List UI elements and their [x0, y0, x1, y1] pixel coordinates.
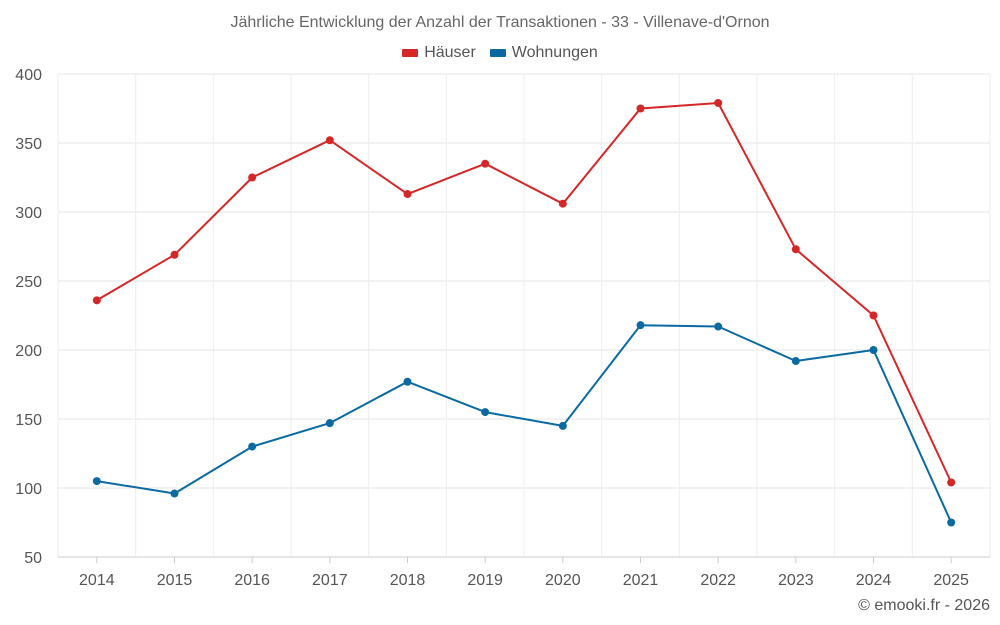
x-tick-label-2017: 2017: [312, 572, 348, 589]
data-point-wohnungen-2025: [947, 518, 956, 527]
legend-swatch-haeuser: [402, 49, 419, 57]
data-point-wohnungen-2016: [248, 442, 257, 451]
y-tick-label-300: 300: [15, 205, 42, 222]
x-tick-label-2022: 2022: [700, 572, 736, 589]
data-point-haeuser-2020: [558, 199, 567, 208]
y-tick-label-150: 150: [15, 412, 42, 429]
data-point-wohnungen-2022: [714, 322, 723, 331]
data-point-wohnungen-2015: [170, 489, 179, 498]
chart-title: Jährliche Entwicklung der Anzahl der Tra…: [230, 14, 770, 31]
series-line-wohnungen: [96, 324, 953, 523]
data-point-haeuser-2018: [403, 190, 412, 199]
y-tick-label-350: 350: [15, 136, 42, 153]
data-point-wohnungen-2023: [791, 357, 800, 366]
y-tick-label-250: 250: [15, 274, 42, 291]
x-tick-label-2019: 2019: [467, 572, 503, 589]
legend-label-haeuser: Häuser: [424, 44, 476, 61]
data-point-haeuser-2019: [481, 159, 490, 168]
legend-swatch-wohnungen: [489, 49, 506, 57]
data-point-wohnungen-2014: [92, 477, 101, 486]
data-point-haeuser-2015: [170, 250, 179, 259]
x-tick-label-2023: 2023: [778, 572, 814, 589]
x-tick-label-2016: 2016: [234, 572, 270, 589]
data-point-wohnungen-2021: [636, 321, 645, 330]
data-point-haeuser-2025: [947, 478, 956, 487]
data-point-wohnungen-2024: [869, 346, 878, 354]
data-point-wohnungen-2020: [558, 421, 567, 430]
x-tick-label-2015: 2015: [157, 572, 193, 589]
x-tick-label-2021: 2021: [623, 572, 659, 589]
series-line-haeuser: [96, 102, 953, 483]
y-tick-label-200: 200: [15, 343, 42, 360]
data-point-haeuser-2017: [325, 136, 334, 145]
data-point-haeuser-2021: [636, 104, 645, 113]
data-point-haeuser-2024: [869, 311, 878, 320]
data-point-haeuser-2023: [791, 245, 800, 254]
x-tick-label-2014: 2014: [79, 572, 115, 589]
y-tick-label-50: 50: [24, 550, 42, 567]
data-point-wohnungen-2017: [325, 419, 334, 428]
legend-item-wohnungen[interactable]: Wohnungen: [489, 44, 598, 62]
x-tick-label-2020: 2020: [545, 572, 581, 589]
legend-label-wohnungen: Wohnungen: [511, 44, 598, 61]
x-tick-label-2025: 2025: [933, 572, 969, 589]
legend-item-haeuser[interactable]: Häuser: [402, 44, 476, 62]
data-point-wohnungen-2019: [481, 408, 490, 417]
y-tick-label-400: 400: [15, 67, 42, 84]
legend: Häuser Wohnungen: [0, 44, 1000, 62]
data-point-haeuser-2016: [248, 173, 257, 182]
y-tick-label-100: 100: [15, 481, 42, 498]
data-point-wohnungen-2018: [403, 377, 412, 386]
x-tick-label-2018: 2018: [390, 572, 426, 589]
credit-text: © emooki.fr - 2026: [858, 597, 990, 614]
x-tick-label-2024: 2024: [856, 572, 892, 589]
data-point-haeuser-2014: [92, 296, 101, 305]
data-point-haeuser-2022: [714, 98, 723, 107]
